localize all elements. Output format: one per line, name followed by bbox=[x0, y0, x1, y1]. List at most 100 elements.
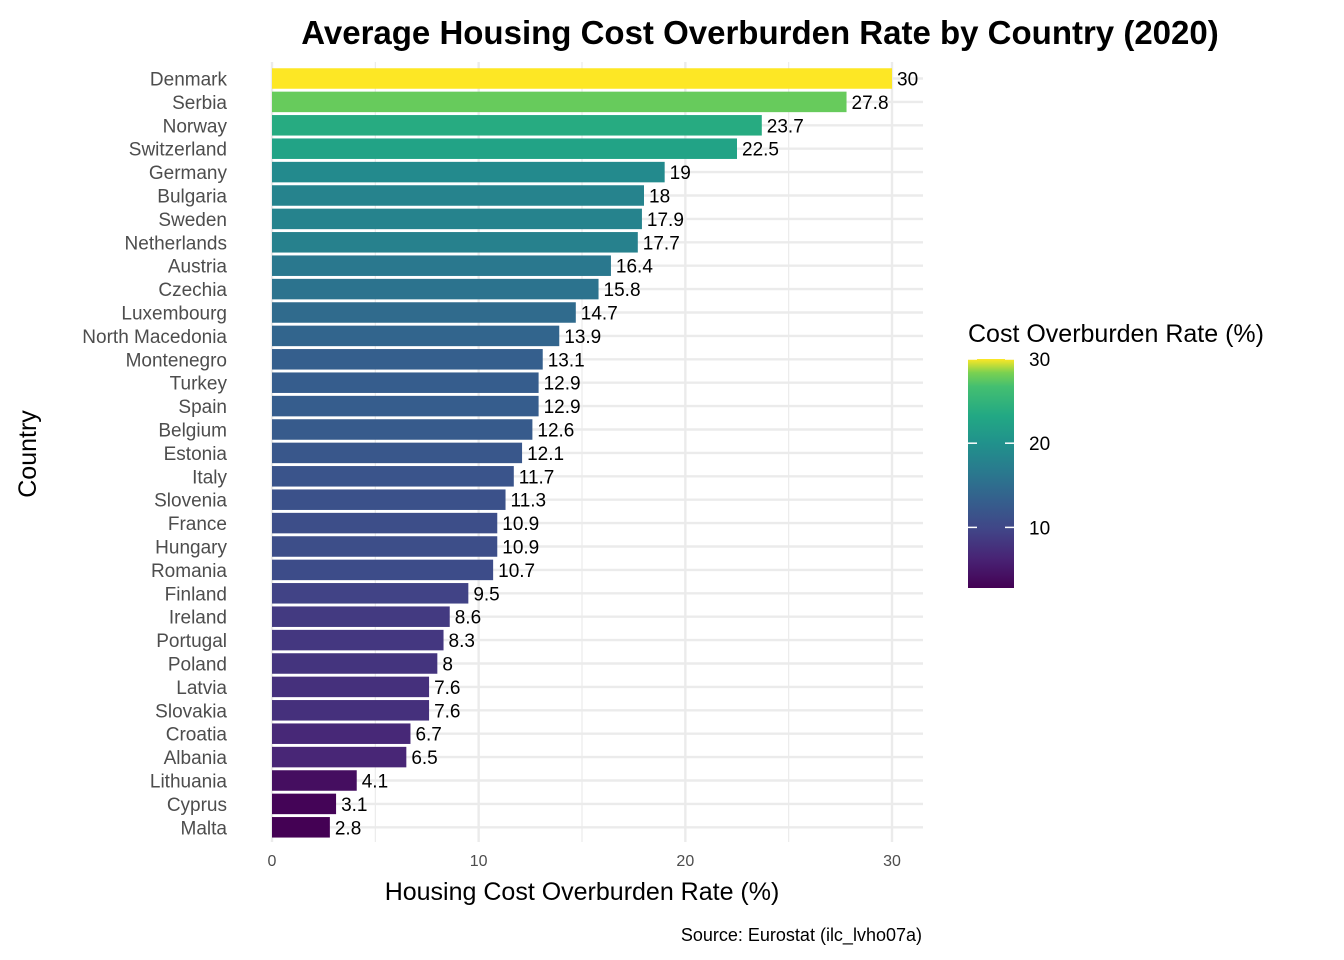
bar-ireland bbox=[272, 606, 450, 627]
bar-north-macedonia bbox=[272, 325, 560, 347]
bar-portugal bbox=[272, 629, 444, 651]
value-labels: 3027.823.722.5191817.917.716.415.814.713… bbox=[335, 70, 918, 840]
x-axis-ticks: 0 10 20 30 bbox=[268, 853, 901, 870]
value-label: 30 bbox=[897, 70, 918, 91]
value-label: 11.7 bbox=[519, 467, 555, 488]
bar-belgium bbox=[272, 419, 533, 440]
bar-slovenia bbox=[272, 489, 506, 510]
country-label: Sweden bbox=[158, 210, 227, 231]
bar-france bbox=[272, 512, 498, 534]
country-label: Montenegro bbox=[126, 350, 227, 371]
legend-ticks: 10 20 30 bbox=[968, 350, 1050, 539]
bar-denmark bbox=[272, 68, 892, 89]
country-label: Slovakia bbox=[155, 701, 227, 722]
value-label: 18 bbox=[649, 187, 670, 208]
country-label: Germany bbox=[149, 163, 228, 184]
value-label: 17.7 bbox=[643, 233, 680, 254]
country-label: Latvia bbox=[176, 678, 227, 699]
bar-czechia bbox=[272, 278, 599, 300]
value-label: 15.8 bbox=[604, 280, 641, 301]
country-label: Luxembourg bbox=[121, 304, 227, 325]
country-label: France bbox=[168, 514, 227, 535]
value-label: 10.9 bbox=[502, 538, 539, 559]
bar-malta bbox=[272, 817, 330, 838]
x-tick-label: 0 bbox=[268, 853, 277, 870]
bar-poland bbox=[272, 653, 438, 674]
country-label: Norway bbox=[163, 116, 228, 137]
value-label: 8 bbox=[442, 655, 453, 676]
legend-title: Cost Overburden Rate (%) bbox=[968, 320, 1264, 348]
country-label: Finland bbox=[165, 584, 227, 605]
value-label: 22.5 bbox=[742, 140, 779, 161]
x-axis-title: Housing Cost Overburden Rate (%) bbox=[385, 878, 780, 906]
bar-germany bbox=[272, 161, 665, 183]
bar-switzerland bbox=[272, 138, 737, 159]
country-label: North Macedonia bbox=[82, 327, 227, 348]
country-label: Albania bbox=[164, 748, 228, 769]
country-label: Romania bbox=[151, 561, 227, 582]
bar-finland bbox=[272, 583, 469, 604]
country-label: Hungary bbox=[155, 538, 227, 559]
value-label: 6.7 bbox=[415, 725, 441, 746]
value-label: 2.8 bbox=[335, 818, 361, 839]
value-label: 10.9 bbox=[502, 514, 539, 535]
bar-turkey bbox=[272, 372, 539, 393]
country-label: Estonia bbox=[164, 444, 228, 465]
country-label: Ireland bbox=[169, 608, 227, 629]
value-label: 27.8 bbox=[852, 93, 889, 114]
legend-tick-label: 10 bbox=[1029, 518, 1050, 539]
value-label: 13.9 bbox=[564, 327, 601, 348]
bar-romania bbox=[272, 559, 494, 581]
bar-slovakia bbox=[272, 700, 430, 721]
chart-title: Average Housing Cost Overburden Rate by … bbox=[301, 14, 1218, 51]
country-label: Portugal bbox=[156, 631, 227, 652]
bar-hungary bbox=[272, 536, 498, 557]
bar-norway bbox=[272, 115, 762, 136]
bar-spain bbox=[272, 395, 539, 417]
legend: Cost Overburden Rate (%) 10 20 30 bbox=[968, 320, 1264, 588]
x-tick-label: 30 bbox=[883, 853, 901, 870]
bar-serbia bbox=[272, 91, 847, 113]
y-axis-title: Country bbox=[14, 410, 42, 498]
country-label: Croatia bbox=[166, 725, 228, 746]
country-label: Spain bbox=[178, 397, 227, 418]
country-label: Belgium bbox=[158, 421, 227, 442]
bar-estonia bbox=[272, 442, 523, 464]
country-label: Malta bbox=[181, 818, 228, 839]
value-label: 8.3 bbox=[449, 631, 475, 652]
value-label: 13.1 bbox=[548, 350, 585, 371]
bar-albania bbox=[272, 746, 407, 768]
value-label: 12.9 bbox=[544, 397, 581, 418]
x-tick-label: 20 bbox=[676, 853, 694, 870]
bars bbox=[272, 68, 892, 838]
bar-netherlands bbox=[272, 232, 638, 253]
legend-tick-label: 30 bbox=[1029, 350, 1050, 371]
country-label: Turkey bbox=[170, 374, 228, 395]
value-label: 12.9 bbox=[544, 374, 581, 395]
bar-austria bbox=[272, 255, 611, 276]
value-label: 10.7 bbox=[498, 561, 535, 582]
bar-luxembourg bbox=[272, 302, 576, 323]
value-label: 6.5 bbox=[411, 748, 437, 769]
bar-sweden bbox=[272, 208, 642, 230]
bar-italy bbox=[272, 466, 514, 487]
value-label: 7.6 bbox=[434, 701, 460, 722]
bar-montenegro bbox=[272, 349, 543, 370]
value-label: 17.9 bbox=[647, 210, 684, 231]
value-label: 19 bbox=[670, 163, 691, 184]
value-label: 4.1 bbox=[362, 772, 388, 793]
country-label: Bulgaria bbox=[157, 187, 227, 208]
bar-bulgaria bbox=[272, 185, 644, 206]
value-label: 14.7 bbox=[581, 304, 618, 325]
value-label: 12.6 bbox=[537, 421, 574, 442]
caption: Source: Eurostat (ilc_lvho07a) bbox=[681, 925, 922, 946]
country-label: Switzerland bbox=[129, 140, 227, 161]
bar-croatia bbox=[272, 723, 411, 744]
value-label: 11.3 bbox=[511, 491, 547, 512]
bar-cyprus bbox=[272, 793, 337, 815]
legend-tick-label: 20 bbox=[1029, 434, 1050, 455]
value-label: 12.1 bbox=[527, 444, 564, 465]
country-label: Czechia bbox=[158, 280, 227, 301]
